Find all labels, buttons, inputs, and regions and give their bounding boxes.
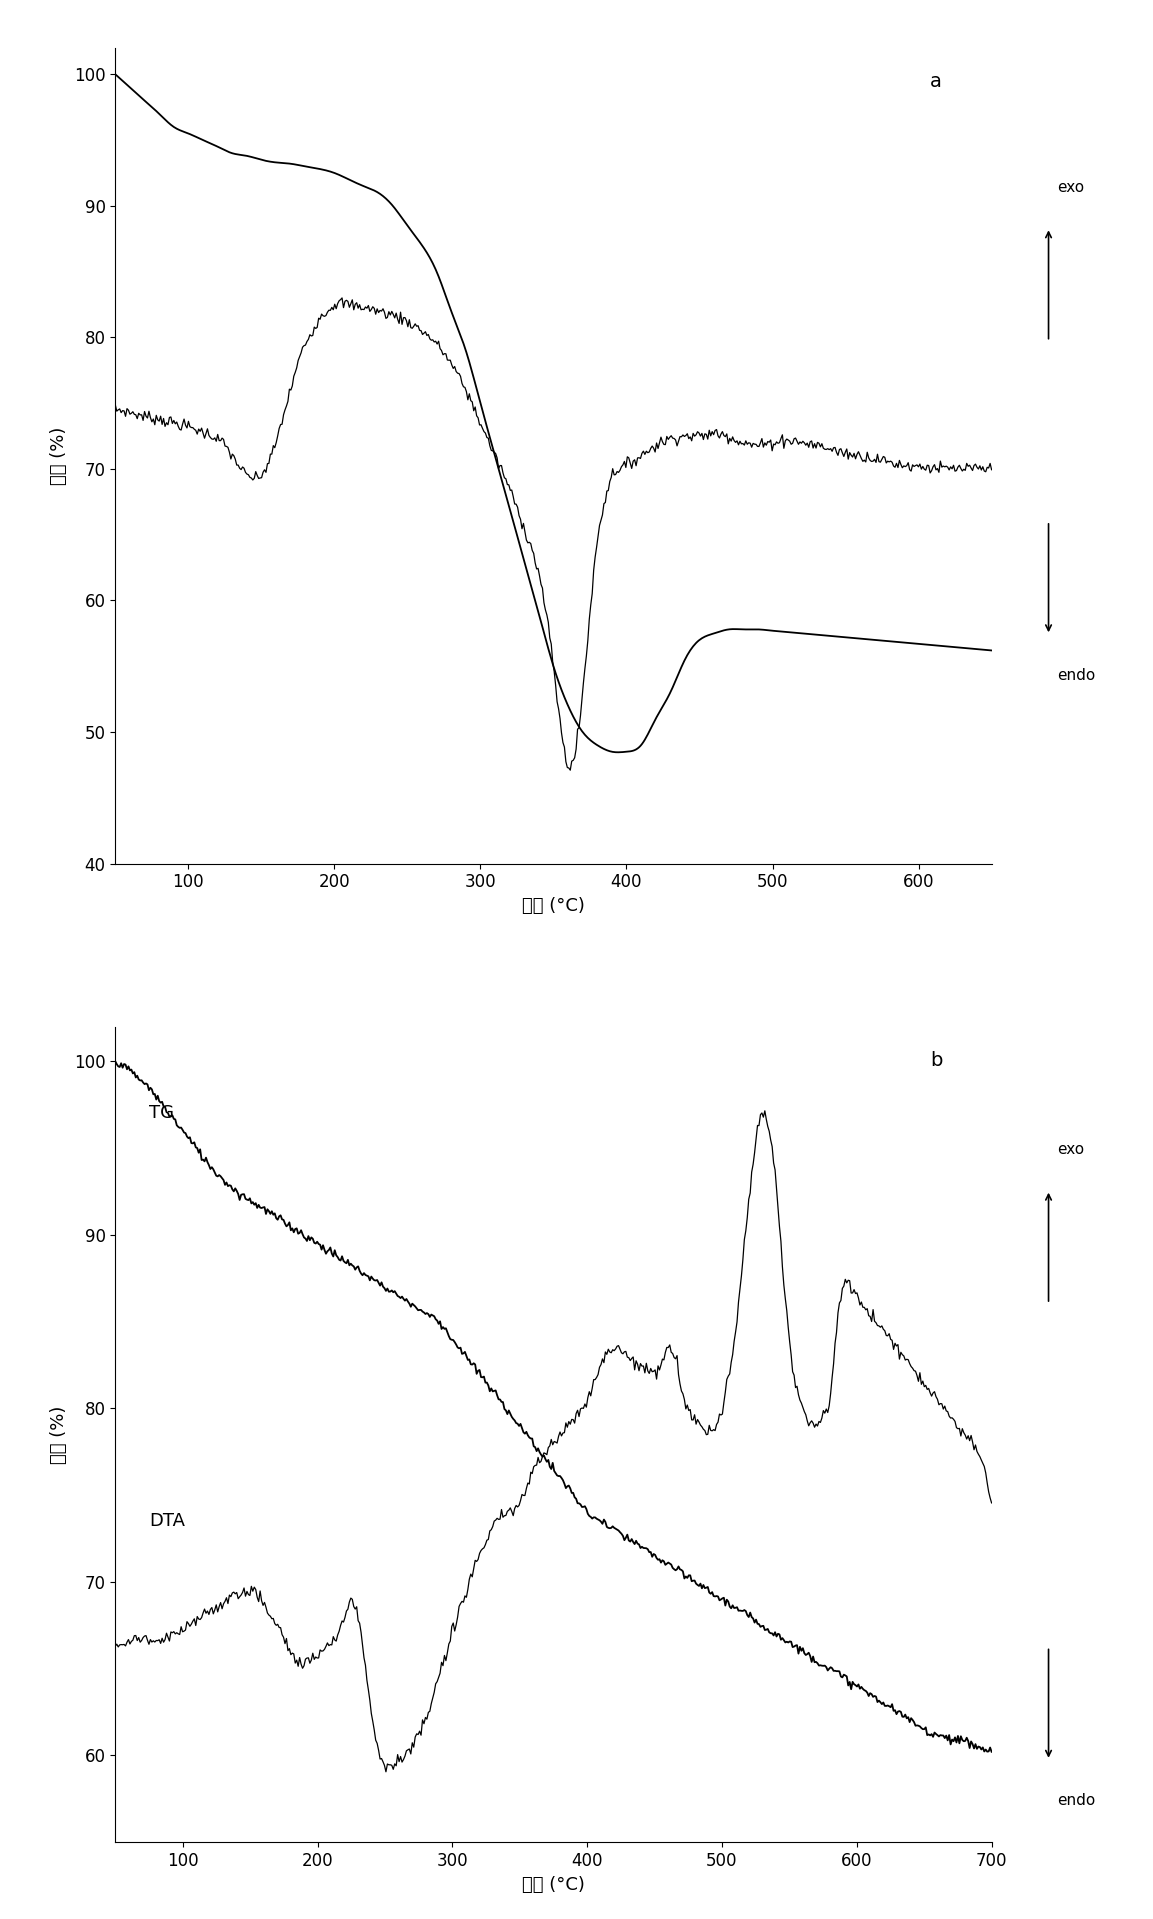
X-axis label: 温度 (°C): 温度 (°C) (522, 896, 585, 915)
Y-axis label: 重量 (%): 重量 (%) (51, 1405, 68, 1464)
Text: TG: TG (149, 1103, 174, 1123)
Text: DTA: DTA (149, 1512, 184, 1529)
Text: exo: exo (1057, 1142, 1085, 1157)
Text: endo: endo (1057, 668, 1095, 683)
Text: exo: exo (1057, 180, 1085, 196)
X-axis label: 温度 (°C): 温度 (°C) (522, 1875, 585, 1894)
Y-axis label: 重量 (%): 重量 (%) (51, 426, 68, 486)
Text: endo: endo (1057, 1792, 1095, 1808)
Text: a: a (930, 73, 942, 92)
Text: b: b (930, 1052, 943, 1071)
